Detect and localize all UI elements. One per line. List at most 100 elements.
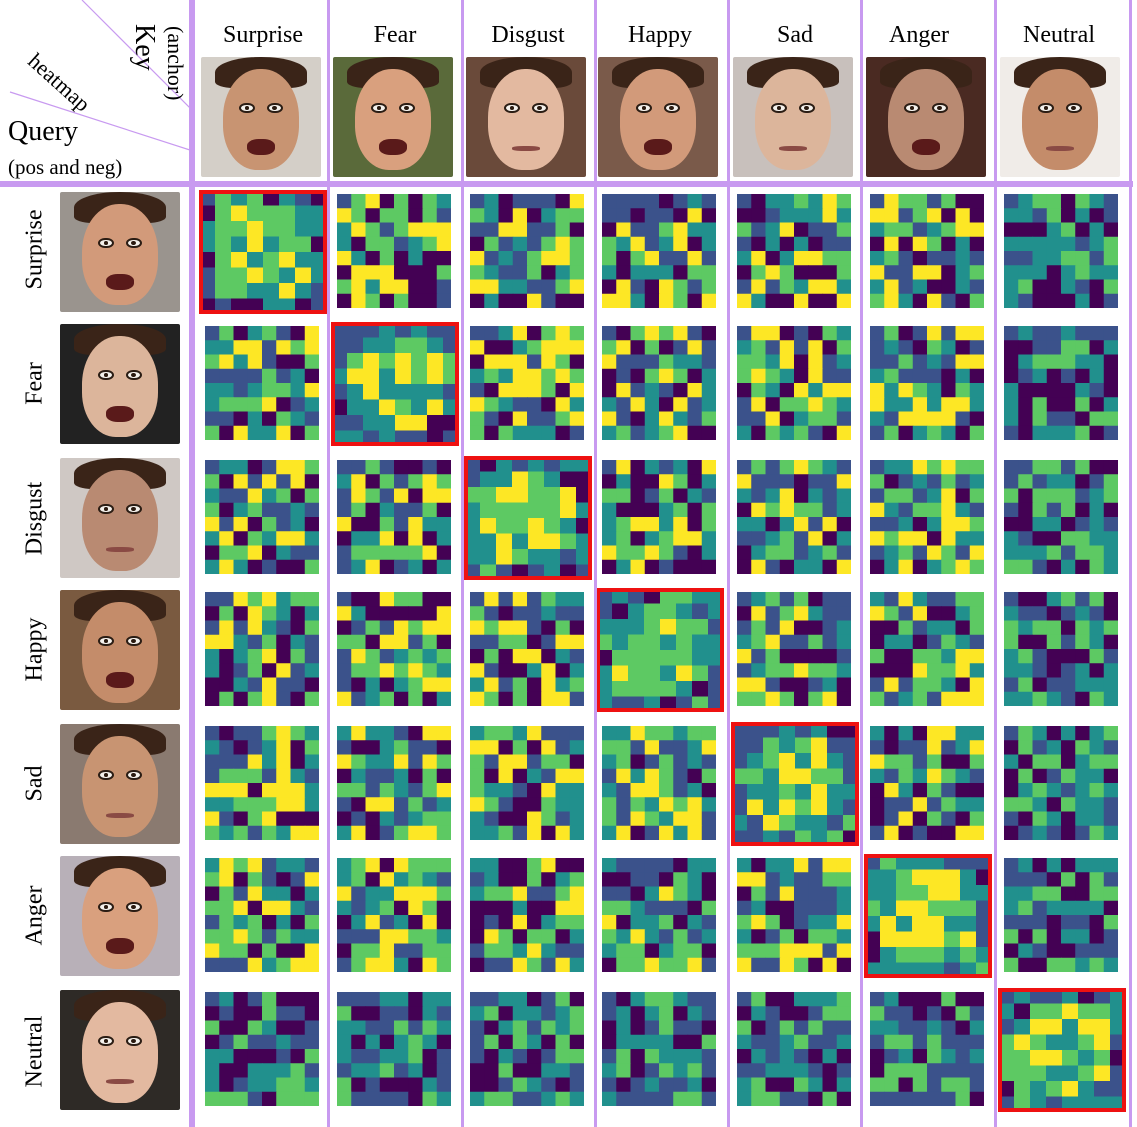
heatmap-pixel (512, 957, 528, 972)
heatmap-pixel (701, 726, 716, 741)
heatmap-pixel (276, 886, 292, 902)
heatmap-pixel (644, 502, 660, 518)
heatmap-pixel (747, 768, 764, 785)
heatmap-pixel (219, 1006, 235, 1022)
right-eye (126, 237, 142, 249)
heatmap-pixel (219, 488, 235, 504)
heatmap-pixel (912, 740, 928, 756)
heatmap-pixel (1032, 545, 1048, 561)
heatmap-pixel (408, 620, 424, 636)
heatmap-pixel (233, 592, 249, 607)
heatmap-pixel (659, 425, 674, 440)
heatmap-pixel (927, 293, 942, 308)
heatmap-pixel (969, 383, 984, 398)
heatmap-pixel (290, 992, 306, 1007)
heatmap-pixel (436, 691, 451, 706)
heatmap-pixel (1061, 340, 1076, 356)
heatmap-pixels (602, 460, 716, 574)
heatmap-pixel (927, 691, 942, 706)
heatmap-pixel (602, 545, 617, 561)
heatmap-pixel (512, 606, 528, 622)
heatmap-pixel (541, 620, 557, 636)
heatmap-pixel (337, 1063, 352, 1079)
heatmap-pixel (763, 799, 780, 816)
column-label-happy: Happy (628, 22, 692, 48)
heatmap-pixel (427, 337, 444, 354)
left-eye (98, 769, 114, 781)
heatmap-pixel (351, 222, 367, 238)
heatmap-pixel (436, 649, 451, 664)
heatmap-pixel (247, 858, 263, 873)
heatmap-pixel (779, 799, 796, 816)
heatmap-pixels (1004, 194, 1118, 308)
heatmap-pixel (436, 194, 451, 209)
heatmap-pixel (1032, 606, 1048, 622)
heatmap-pixel (1046, 886, 1062, 902)
heatmap-pixel (436, 1091, 451, 1106)
heatmap-pixel (673, 293, 689, 308)
heatmap-pixel (1004, 943, 1019, 959)
heatmap-pixel (470, 783, 485, 798)
heatmap-pixel (365, 811, 381, 827)
heatmap-pixel (569, 992, 584, 1007)
heatmap-pixel (731, 737, 748, 754)
heatmap-pixel (470, 411, 485, 427)
heatmap-pixel (737, 545, 752, 561)
heatmap-pixel (1075, 811, 1091, 827)
heatmap-pixel (1018, 726, 1034, 741)
heatmap-pixel (912, 869, 929, 886)
heatmap-pixel (498, 943, 514, 959)
heatmap-pixel (205, 797, 220, 813)
heatmap-pixel (779, 872, 795, 888)
heatmap-pixel (555, 222, 571, 238)
heatmap-pixel (644, 236, 660, 252)
heatmap-pixel (422, 663, 438, 679)
heatmap-pixel (512, 649, 528, 664)
heatmap-pixel (687, 559, 703, 574)
heatmap-pixel (233, 1034, 249, 1050)
heatmap-pixel (898, 726, 914, 741)
heatmap-pixel (422, 1049, 438, 1064)
heatmap-pixel (912, 916, 929, 933)
heatmap-pixel (480, 518, 497, 535)
heatmap-pixel (205, 872, 220, 888)
heatmap-pixel (928, 916, 945, 933)
heatmap-pixel (422, 222, 438, 238)
heatmap-pixel (1032, 797, 1048, 813)
heatmap-pixel (337, 1006, 352, 1022)
heatmap-pixel (794, 872, 809, 888)
heatmap-pixel (512, 1020, 528, 1036)
heatmap-pixel (311, 252, 327, 269)
heatmap-pixel (1089, 740, 1105, 756)
heatmap-pixel (836, 236, 851, 252)
heatmap-pixel (1089, 811, 1105, 827)
main-vertical-divider (189, 0, 195, 1127)
heatmap-pixel (884, 340, 900, 356)
heatmap-pixel (470, 886, 485, 902)
heatmap-pixel (795, 784, 812, 801)
heatmap-pixel (630, 797, 646, 813)
heatmap-pixel (262, 368, 277, 384)
heatmap-pixel (1018, 265, 1034, 281)
heatmap-pixel (794, 592, 809, 607)
heatmap-pixel (1103, 768, 1118, 784)
heatmap-surprise-vs-sad (737, 194, 851, 308)
heatmap-pixel (976, 900, 992, 917)
heatmap-pixel (1004, 606, 1019, 622)
heatmap-pixel (731, 799, 748, 816)
heatmap-pixel (276, 943, 292, 959)
heatmap-pixel (498, 425, 514, 440)
heatmap-pixel (751, 872, 767, 888)
heatmap-pixel (512, 677, 528, 693)
heatmap-pixel (484, 677, 500, 693)
heatmap-pixel (394, 194, 409, 209)
right-eye (399, 102, 415, 114)
heatmap-pixel (365, 768, 381, 784)
heatmap-pixel (616, 754, 632, 770)
column-divider (994, 0, 997, 1127)
heatmap-pixel (912, 1034, 928, 1050)
heatmap-pixel (808, 397, 824, 413)
heatmap-pixel (1061, 691, 1076, 706)
heatmap-pixel (701, 811, 716, 827)
heatmap-pixel (969, 1091, 984, 1106)
